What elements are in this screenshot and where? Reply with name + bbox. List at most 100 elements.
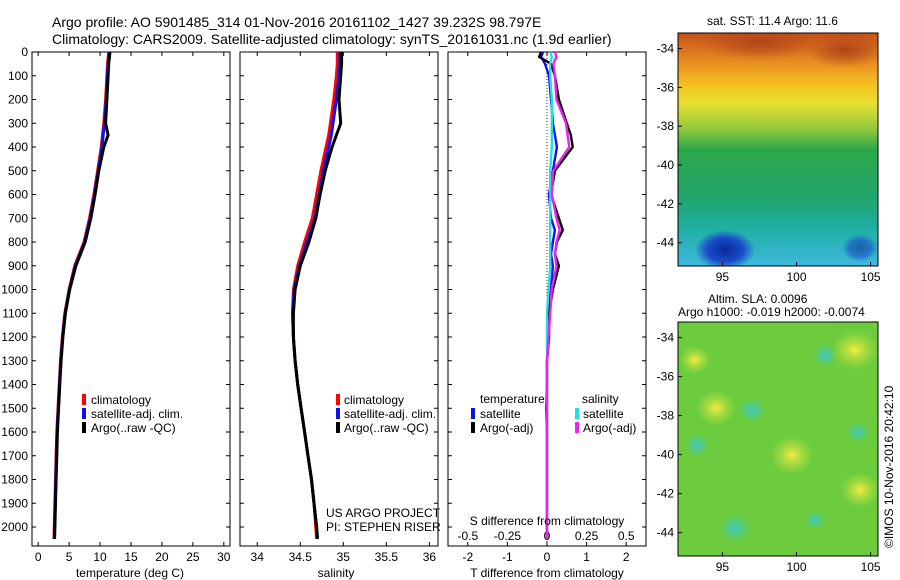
sla-low-4 (719, 514, 751, 542)
map-y-tick-label: -42 (657, 197, 675, 211)
climatology-line (291, 52, 339, 540)
depth-tick-label: 100 (8, 69, 28, 83)
legend-label-s-satellite: satellite (583, 407, 624, 421)
x-tick-label: 2 (623, 550, 630, 564)
depth-tick-label: 1000 (1, 283, 28, 297)
depth-tick-label: 1400 (1, 378, 28, 392)
x-tick-label: 34 (251, 550, 265, 564)
map-x-tick-label: 105 (861, 560, 881, 574)
sla-high-3 (770, 435, 814, 475)
legend-swatch-climatology-sal (336, 394, 340, 405)
legend-heading-salinity: salinity (582, 392, 619, 406)
depth-axis-labels: 0 100 200 300 400 500 600 700 800 900 1000 1100 1200… (1, 45, 28, 534)
sla-map: Altim. SLA: 0.0096 Argo h1000: -0.019 h2… (657, 292, 881, 574)
salinity-ticks: 34 34.5 35 35.5 36 (240, 51, 438, 564)
difference-ticks: -2 -1 0 1 2-0.5 -0.25 0 0.25 0.5 (448, 51, 646, 564)
map-y-tick-label: -42 (657, 487, 675, 501)
legend-swatch-t-satellite (471, 408, 475, 419)
depth-tick-label: 500 (8, 164, 28, 178)
depth-tick-label: 200 (8, 93, 28, 107)
temperature-xlabel: temperature (deg C) (76, 566, 184, 580)
salinity-panel: 34 34.5 35 35.5 36 salinity climatology sate… (239, 51, 441, 580)
legend-swatch-s-satellite (575, 408, 579, 419)
sst-map: sat. SST: 11.4 Argo: 11.6 95 100 105 -34 -36… (657, 14, 881, 284)
s-argo-diff-line (545, 51, 571, 539)
sst-map-title: sat. SST: 11.4 Argo: 11.6 (707, 14, 838, 28)
depth-tick-label: 1900 (1, 496, 28, 510)
legend-swatch-satellite (82, 408, 86, 419)
satellite-line (291, 52, 342, 540)
x-tick-label: 1 (583, 550, 590, 564)
depth-tick-label: 1600 (1, 425, 28, 439)
depth-tick-label: 2000 (1, 520, 28, 534)
x-tick-label: -2 (462, 550, 473, 564)
depth-tick-label: 600 (8, 188, 28, 202)
salinity-xlabel: salinity (318, 566, 355, 580)
map-x-tick-label: 100 (787, 270, 807, 284)
depth-tick-label: 900 (8, 259, 28, 273)
x-tick-label: 0 (35, 550, 42, 564)
climatology-line (52, 51, 111, 539)
map-y-tick-label: -44 (657, 526, 675, 540)
sla-low-3 (685, 433, 709, 457)
x-tick-label: 25 (186, 550, 200, 564)
map-y-tick-label: -36 (657, 370, 675, 384)
sla-high-2 (831, 330, 878, 370)
depth-tick-label: 0 (21, 45, 28, 59)
legend-label-s-argo: Argo(-adj) (583, 421, 636, 435)
sla-low-1 (813, 343, 837, 367)
legend-label-t-satellite: satellite (480, 407, 521, 421)
difference-xlabel: T difference from climatology (470, 566, 624, 580)
difference-top-label: S difference from climatology (470, 514, 625, 528)
x-tick-label: -1 (502, 550, 513, 564)
legend-swatch-argo-sal (336, 422, 340, 433)
depth-tick-label: 700 (8, 211, 28, 225)
legend-swatch-climatology (82, 394, 86, 405)
depth-tick-label: 1800 (1, 473, 28, 487)
difference-panel: -2 -1 0 1 2-0.5 -0.25 0 0.25 0.5 T difference fr… (447, 51, 647, 580)
sla-high-5 (679, 346, 711, 374)
argo-line (291, 52, 344, 540)
difference-legend: temperature salinity satellite Argo(-adj… (471, 392, 636, 435)
imos-timestamp: ©IMOS 10-Nov-2016 20:42:10 (882, 385, 896, 548)
x-tick-label: 10 (93, 550, 107, 564)
s-tick-label: -0.25 (494, 529, 522, 543)
salinity-series (291, 52, 344, 540)
map-x-tick-label: 95 (716, 560, 730, 574)
map-x-tick-label: 100 (787, 560, 807, 574)
s-tick-label: -0.5 (457, 529, 478, 543)
figure-title-line2: Climatology: CARS2009. Satellite-adjuste… (52, 31, 612, 47)
legend-label-t-argo: Argo(-adj) (480, 421, 533, 435)
temperature-axes-frame (31, 51, 231, 547)
legend-heading-temperature: temperature (480, 392, 545, 406)
sla-low-6 (805, 510, 825, 530)
sla-map-frame (677, 321, 879, 557)
depth-tick-label: 1100 (2, 306, 28, 320)
t-argo-diff-line (537, 51, 574, 539)
map-y-tick-label: -40 (657, 448, 675, 462)
sla-map-title2: Argo h1000: -0.019 h2000: -0.0074 (678, 305, 865, 319)
depth-tick-label: 1200 (1, 330, 28, 344)
map-x-tick-label: 105 (861, 270, 881, 284)
depth-tick-label: 1500 (1, 401, 28, 415)
legend-label-argo-sal: Argo(..raw -QC) (344, 421, 429, 435)
x-tick-label: 35.5 (375, 550, 399, 564)
x-tick-label: 20 (155, 550, 169, 564)
sst-cold-eddy-east (842, 234, 878, 262)
sla-high-4 (840, 472, 878, 508)
credit-project: US ARGO PROJECT (326, 506, 441, 520)
sst-map-frame (677, 32, 879, 267)
temperature-legend: climatology satellite-adj. clim. Argo(..… (82, 393, 183, 435)
depth-tick-label: 400 (8, 140, 28, 154)
map-y-tick-label: -38 (657, 409, 675, 423)
map-y-tick-label: -34 (657, 331, 675, 345)
credit-pi: PI: STEPHEN RISER (326, 520, 441, 534)
x-tick-label: 15 (124, 550, 138, 564)
depth-tick-label: 800 (8, 235, 28, 249)
difference-series (537, 51, 574, 539)
depth-tick-label: 1700 (1, 449, 28, 463)
legend-swatch-argo (82, 422, 86, 433)
sst-cold-eddy (695, 230, 755, 266)
map-x-tick-label: 95 (716, 270, 730, 284)
